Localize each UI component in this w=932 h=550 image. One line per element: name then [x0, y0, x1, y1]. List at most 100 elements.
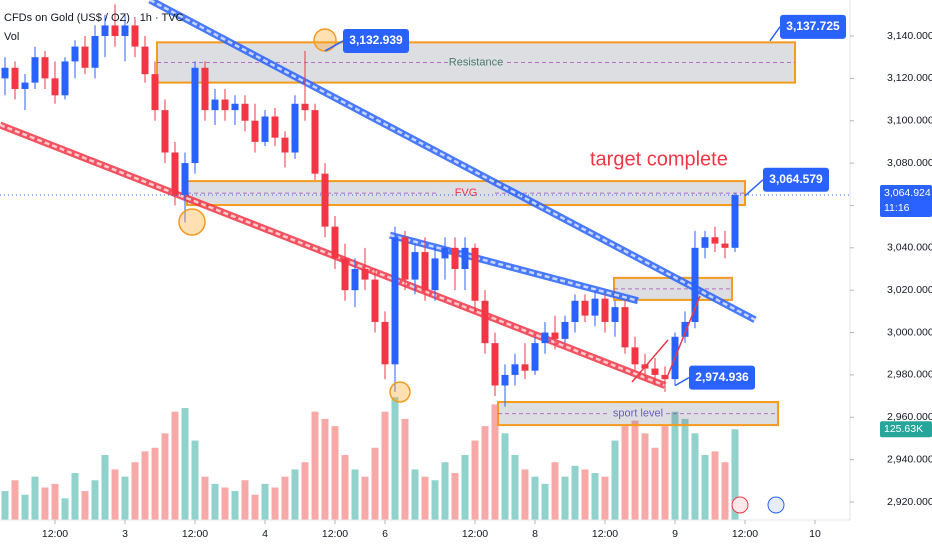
candle-body	[401, 237, 409, 280]
candle-body	[351, 269, 359, 291]
candle-body	[391, 237, 399, 365]
candle-body	[701, 237, 709, 248]
volume-bar	[31, 476, 39, 520]
candle-body	[371, 279, 379, 322]
candle-body	[501, 374, 509, 386]
volume-bar	[121, 476, 129, 520]
candle-body	[171, 152, 179, 195]
candle-body	[731, 195, 739, 248]
candle-body	[211, 99, 219, 111]
y-tick-label: 3,080.000	[887, 157, 932, 169]
volume-bar	[231, 491, 239, 520]
x-tick-label: 12:00	[592, 528, 618, 540]
callout-pointer	[324, 40, 344, 52]
x-tick-label: 12:00	[462, 528, 488, 540]
volume-bar	[551, 462, 559, 520]
volume-bar	[721, 462, 729, 520]
volume-bar	[321, 418, 329, 520]
volume-bar	[181, 408, 189, 520]
zone-label-bg	[438, 186, 494, 201]
y-tick-label: 3,120.000	[887, 72, 932, 84]
callout-pointer	[769, 26, 781, 42]
y-tick-label: 3,020.000	[887, 284, 932, 296]
volume-bar	[461, 455, 469, 520]
highlight-circle	[178, 208, 206, 236]
candle-body	[611, 307, 619, 322]
volume-bar	[201, 476, 209, 520]
callout-layer: 3,132.939 3,137.725 3,064.579 2,974.936	[324, 14, 846, 390]
candle-body	[621, 307, 629, 348]
volume-bar	[221, 487, 229, 520]
volume-bar	[631, 418, 639, 520]
candle-body	[221, 99, 229, 111]
volume-bar	[21, 494, 29, 520]
candle-body	[151, 74, 159, 111]
candle-body	[541, 332, 549, 344]
volume-bar	[661, 426, 669, 520]
trendline-inner	[149, 0, 756, 321]
candle-body	[531, 343, 539, 371]
volume-bar	[471, 440, 479, 520]
highlight-circle	[313, 28, 337, 52]
annotation: target complete	[590, 148, 728, 170]
volume-bar	[311, 411, 319, 520]
x-tick-label: 10	[809, 528, 821, 540]
volume-bar	[281, 476, 289, 520]
candle-body	[411, 252, 419, 280]
candle-body	[241, 103, 249, 121]
callout-box	[343, 28, 409, 53]
candle-body	[361, 269, 369, 280]
callout-pointer	[674, 376, 690, 387]
volume-bar	[421, 476, 429, 520]
volume-bar	[41, 487, 49, 520]
volume-bar	[151, 447, 159, 520]
volume-bar	[251, 494, 259, 520]
zone-label: FVG	[455, 187, 478, 199]
candle-body	[1, 67, 9, 79]
zone-label-bg	[448, 55, 504, 70]
countdown: 11:16	[884, 202, 910, 214]
candle-body	[141, 46, 149, 75]
x-tick-label: 6	[382, 528, 388, 540]
y-tick-label: 3,100.000	[887, 115, 932, 127]
candle-body	[721, 243, 729, 248]
volume-bar	[271, 487, 279, 520]
x-tick-label: 12:00	[42, 528, 68, 540]
volume-bar	[361, 476, 369, 520]
candle-body	[161, 110, 169, 153]
trendline-inner	[0, 123, 666, 387]
x-tick-label: 3	[122, 528, 128, 540]
candle-body	[591, 298, 599, 316]
volume-bar	[241, 480, 249, 520]
volume-bar	[381, 411, 389, 520]
candle-body	[681, 321, 689, 337]
y-tick-label: 2,980.000	[887, 369, 932, 381]
candle-body	[301, 103, 309, 111]
event-icon	[731, 496, 749, 514]
volume-bar	[61, 498, 69, 520]
volume-bar	[451, 473, 459, 520]
volume-bar	[191, 440, 199, 520]
volume-bar	[401, 418, 409, 520]
candle-body	[101, 25, 109, 36]
candle-body	[651, 368, 659, 375]
volume-bar	[731, 429, 739, 520]
candle-body	[581, 300, 589, 316]
candle-body	[41, 57, 49, 79]
callout-label: 3,064.579	[769, 172, 823, 186]
trendline-inner	[389, 233, 639, 302]
volume-bar	[591, 473, 599, 520]
volume-bar	[131, 462, 139, 520]
volume-bar	[111, 469, 119, 520]
price-tag	[880, 185, 932, 218]
volume-bar	[701, 455, 709, 520]
volume-bar	[681, 418, 689, 520]
x-tick-label: 9	[672, 528, 678, 540]
volume-bar	[491, 404, 499, 520]
callout-label: 3,137.725	[786, 19, 840, 33]
callout-box	[780, 14, 846, 39]
volume-bar	[171, 411, 179, 520]
candle-body	[491, 343, 499, 386]
candle-body	[711, 237, 719, 244]
